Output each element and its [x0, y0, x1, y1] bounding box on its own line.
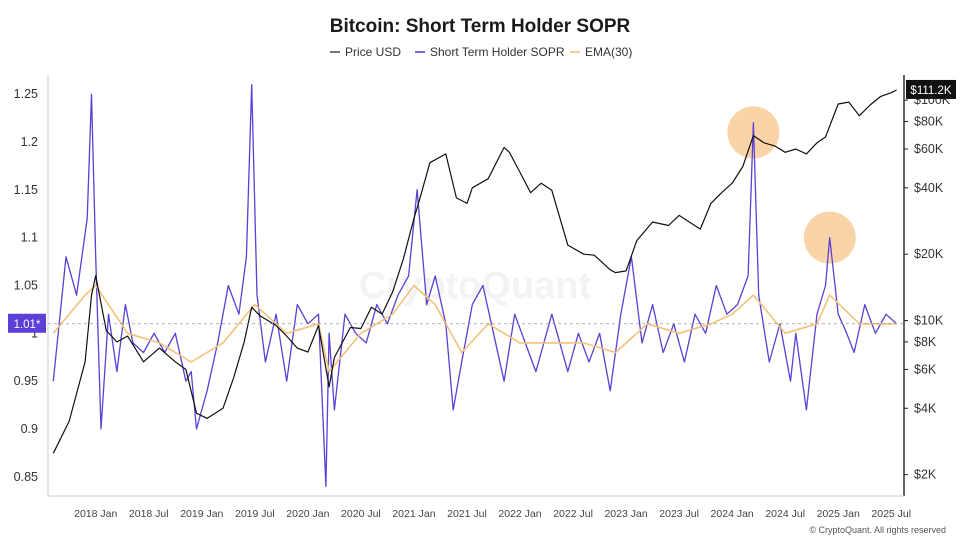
- x-tick-label: 2023 Jul: [659, 508, 699, 520]
- legend-label: Price USD: [345, 45, 401, 59]
- y-right-tick-label: $40K: [914, 181, 944, 195]
- y-right-tick-label: $8K: [914, 335, 937, 349]
- series-line-ema-30-: [52, 284, 897, 373]
- y-right-tick-label: $80K: [914, 114, 944, 128]
- x-tick-label: 2018 Jul: [129, 508, 169, 520]
- legend-item[interactable]: Short Term Holder SOPR: [415, 45, 565, 59]
- y-left-tick-label: 0.85: [14, 470, 38, 484]
- legend: Price USD Short Term Holder SOPR EMA(30): [330, 45, 632, 59]
- y-left-tick-label: 1.05: [14, 279, 38, 293]
- series-layer: [52, 83, 898, 488]
- legend-label: Short Term Holder SOPR: [430, 45, 565, 59]
- current-price-label: $111.2K: [910, 85, 951, 97]
- credit-text: © CryptoQuant. All rights reserved: [809, 525, 946, 535]
- series-line-short-term-holder-sopr: [52, 83, 898, 488]
- x-tick-label: 2024 Jul: [765, 508, 805, 520]
- x-tick-label: 2022 Jan: [498, 508, 541, 520]
- current-sopr-label: 1.01*: [14, 319, 41, 331]
- x-tick-label: 2018 Jan: [74, 508, 117, 520]
- x-tick-label: 2019 Jul: [235, 508, 275, 520]
- x-tick-label: 2025 Jan: [817, 508, 860, 520]
- legend-item[interactable]: Price USD: [330, 45, 401, 59]
- y-left-tick-label: 1.1: [21, 231, 38, 245]
- series-line-price-usd: [52, 89, 897, 454]
- current-sopr-badge: [8, 313, 46, 333]
- x-tick-label: 2020 Jan: [286, 508, 329, 520]
- x-tick-label: 2023 Jan: [604, 508, 647, 520]
- x-tick-label: 2025 Jul: [871, 508, 911, 520]
- x-tick-label: 2021 Jul: [447, 508, 487, 520]
- x-tick-label: 2020 Jul: [341, 508, 381, 520]
- axes: 0.85 0.9 0.95 1 1.05 1.1 1.15 1.2 1.25 1.01* $2K $4…: [8, 75, 956, 520]
- y-right-tick-label: $2K: [914, 468, 937, 482]
- y-left-tick-label: 0.9: [21, 422, 38, 436]
- current-price-badge: [906, 79, 956, 99]
- legend-label: EMA(30): [585, 45, 632, 59]
- x-tick-label: 2019 Jan: [180, 508, 223, 520]
- legend-item[interactable]: EMA(30): [570, 45, 632, 59]
- y-right-tick-label: $4K: [914, 401, 937, 415]
- x-tick-label: 2022 Jul: [553, 508, 593, 520]
- y-right-tick-label: $60K: [914, 142, 944, 156]
- y-left-tick-label: 0.95: [14, 374, 38, 388]
- y-left-tick-label: 1.2: [21, 135, 38, 149]
- y-left-tick-label: 1.25: [14, 87, 38, 101]
- y-left-tick-label: 1: [31, 326, 38, 340]
- y-right-tick-label: $20K: [914, 247, 944, 261]
- x-tick-label: 2021 Jan: [392, 508, 435, 520]
- y-left-tick-label: 1.15: [14, 183, 38, 197]
- y-right-tick-label: $10K: [914, 314, 944, 328]
- y-right-tick-label: $6K: [914, 362, 937, 376]
- chart-title: Bitcoin: Short Term Holder SOPR: [330, 16, 631, 37]
- highlight-circles: [727, 106, 856, 264]
- x-tick-label: 2024 Jan: [711, 508, 754, 520]
